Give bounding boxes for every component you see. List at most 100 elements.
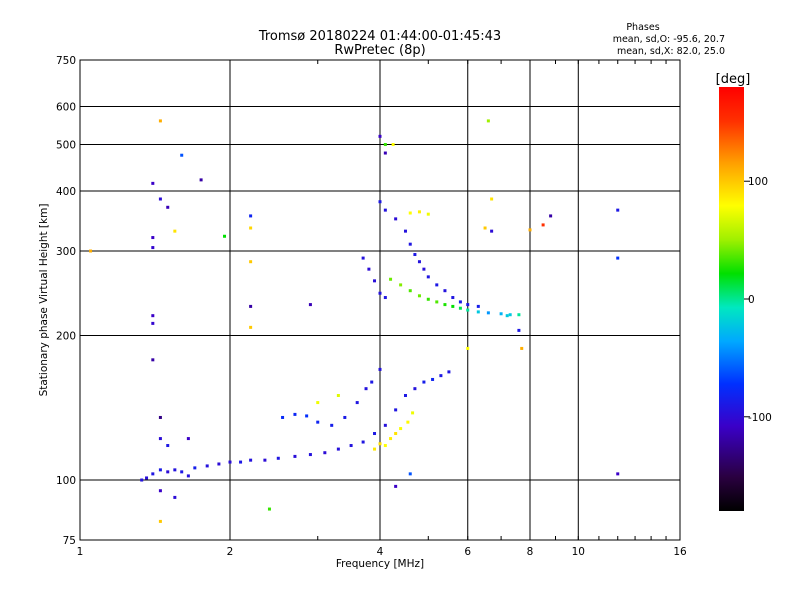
data-point [180,153,184,157]
data-point [406,420,410,424]
x-tick-label: 8 [527,546,534,558]
chart-subtitle: RwPretec (8p) [334,43,425,58]
x-tick-label: 10 [572,546,585,558]
colorbar-tick-label: 0 [748,294,755,306]
data-point [151,472,155,476]
data-point [166,470,170,474]
data-point [361,440,365,444]
y-tick-label: 500 [56,140,76,152]
data-point [249,214,253,218]
x-tick-label: 16 [673,546,687,558]
data-point [378,442,382,446]
data-point [466,308,470,312]
data-point [370,380,374,384]
data-point [205,464,209,468]
data-point [249,325,253,329]
data-point [158,415,162,419]
data-point [394,408,398,412]
data-point [411,411,415,415]
data-point [173,229,177,233]
data-point [458,306,462,310]
data-point [361,256,365,260]
data-point [249,226,253,230]
data-point [408,242,412,246]
data-point [435,283,439,287]
data-point [549,214,553,218]
data-point [413,387,417,391]
data-point [408,289,412,293]
x-tick-label: 4 [377,546,384,558]
data-point [422,380,426,384]
data-point [528,228,532,232]
data-point [499,312,503,316]
data-point [151,181,155,185]
data-point [399,427,403,431]
data-point [186,437,190,441]
data-point [451,296,455,300]
data-point [173,468,177,472]
data-point [505,314,509,318]
data-point [383,423,387,427]
data-point [451,304,455,308]
data-point [403,229,407,233]
y-tick-label: 750 [56,55,76,67]
y-tick-label: 200 [56,331,76,343]
data-point [403,394,407,398]
data-point [378,134,382,138]
data-point [447,370,451,374]
data-point [158,197,162,201]
data-point [383,151,387,155]
data-point [394,432,398,436]
data-point [378,367,382,371]
y-tick-label: 600 [56,102,76,114]
stats-heading: Phases [626,22,659,33]
data-point [193,466,197,470]
data-point [249,260,253,264]
stats-line-o: mean, sd,O: -95.6, 20.7 [613,34,725,45]
data-point [476,304,480,308]
data-point [199,178,203,182]
data-point [186,474,190,478]
data-point [249,304,253,308]
data-point [483,226,487,230]
y-tick-label: 100 [56,475,76,487]
data-point [520,346,524,350]
data-point [435,300,439,304]
x-tick-label: 2 [227,546,234,558]
data-point [336,447,340,451]
data-point [316,401,320,405]
data-point [426,275,430,279]
data-point [316,420,320,424]
data-point [308,453,312,457]
data-point [263,458,267,462]
y-axis-label: Stationary phase Virtual Height [km] [38,204,50,397]
data-point [458,300,462,304]
colorbar [719,87,744,511]
data-point [151,236,155,240]
data-point [517,328,521,332]
data-point [158,489,162,493]
data-point [364,387,368,391]
data-point [373,447,377,451]
data-point [276,456,280,460]
colorbar-ticks: 100 0 -100 [744,176,772,424]
data-point [367,267,371,271]
y-tick-label: 75 [63,535,76,547]
data-point [541,223,545,227]
data-point [173,495,177,499]
data-point [249,458,253,462]
data-point [349,444,353,448]
x-axis-label: Frequency [MHz] [336,558,424,570]
data-point [228,460,232,464]
data-point [383,444,387,448]
data-point [408,472,412,476]
y-tick-label: 300 [56,246,76,258]
data-point [158,519,162,523]
data-point [486,311,490,315]
data-point [394,217,398,221]
y-tick-label: 400 [56,186,76,198]
data-point [336,394,340,398]
data-point [616,472,620,476]
data-point [408,211,412,215]
data-point [166,444,170,448]
